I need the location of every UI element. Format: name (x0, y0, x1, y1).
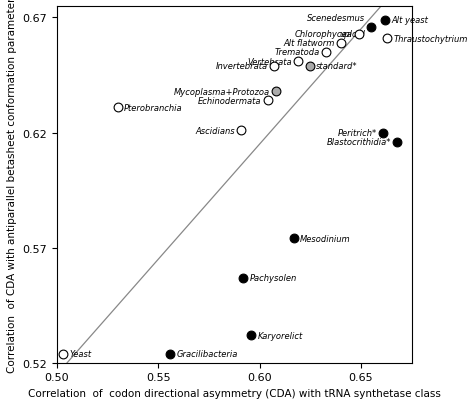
Text: Thraustochytrium: Thraustochytrium (393, 34, 468, 44)
Text: Trematoda: Trematoda (275, 48, 320, 58)
Text: Alt yeast: Alt yeast (392, 16, 428, 25)
Point (114, 105, 121, 111)
Point (239, 275, 247, 281)
Text: Scenedesmus: Scenedesmus (307, 14, 365, 23)
Text: Invertebrata: Invertebrata (216, 62, 268, 71)
Text: standard*: standard* (316, 62, 358, 71)
Text: Echinodermata: Echinodermata (198, 97, 262, 106)
Text: Karyorelict: Karyorelict (257, 331, 303, 340)
Text: Mycoplasma+Protozoa: Mycoplasma+Protozoa (173, 87, 270, 96)
Point (167, 350, 174, 357)
X-axis label: Correlation  of  codon directional asymmetry (CDA) with tRNA synthetase class: Correlation of codon directional asymmet… (28, 388, 441, 398)
Point (379, 130, 387, 136)
Text: Ascidians: Ascidians (196, 126, 235, 135)
Point (248, 332, 255, 339)
Point (290, 236, 298, 242)
Point (323, 50, 330, 56)
Point (355, 31, 363, 38)
Point (307, 64, 314, 70)
Point (237, 128, 245, 134)
Point (264, 98, 272, 104)
Text: Blastocrithidia*: Blastocrithidia* (327, 138, 392, 147)
Text: Chlorophycea: Chlorophycea (295, 30, 353, 39)
Y-axis label: Correlation  of CDA with antiparallel betasheet conformation parameter: Correlation of CDA with antiparallel bet… (7, 0, 17, 372)
Point (294, 59, 302, 65)
Point (382, 17, 389, 24)
Text: Pachysolen: Pachysolen (249, 273, 297, 282)
Text: Alt flatworm: Alt flatworm (283, 39, 335, 48)
Text: Peritrich*: Peritrich* (338, 129, 377, 138)
Point (337, 40, 345, 47)
Point (383, 36, 391, 42)
Text: Mesodinium: Mesodinium (300, 234, 351, 243)
Point (59, 350, 67, 357)
Text: Vertebrata: Vertebrata (247, 58, 292, 66)
Text: Gracilibacteria: Gracilibacteria (176, 349, 238, 358)
Point (270, 64, 278, 70)
Point (272, 89, 280, 95)
Text: Pterobranchia: Pterobranchia (124, 104, 182, 113)
Text: uploid: uploid (339, 30, 365, 39)
Text: Yeast: Yeast (69, 349, 91, 358)
Point (367, 24, 375, 31)
Point (393, 139, 401, 146)
